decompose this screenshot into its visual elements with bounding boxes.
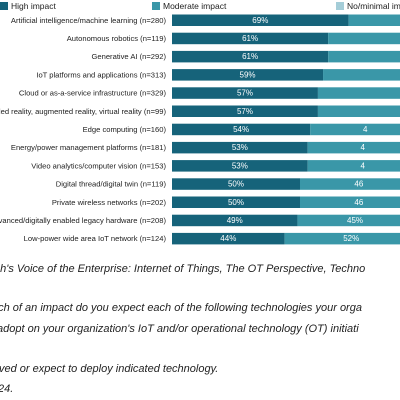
data-label-moderate-impact-energy-power-management-platforms-n-181: 4 [360, 143, 365, 152]
data-label-high-impact-iot-platforms-and-applications-n-313: 59% [240, 70, 256, 79]
legend-label-high-impact: High impact [11, 1, 56, 11]
category-label-extended-reality-augmented-reality-virtual-reality-n-99: Extended reality, augmented reality, vir… [0, 107, 166, 116]
category-label-private-wireless-networks-n-202: Private wireless networks (n=202) [52, 198, 167, 207]
data-label-high-impact-autonomous-robotics-n-119: 61% [242, 34, 258, 43]
category-label-artificial-intelligence-machine-learning-n-280: Artificial intelligence/machine learning… [11, 16, 167, 25]
category-label-energy-power-management-platforms-n-181: Energy/power management platforms (n=181… [11, 143, 167, 152]
data-label-high-impact-advanced-digitally-enabled-legacy-hardware-n-208: 49% [227, 216, 243, 225]
data-label-high-impact-digital-thread-digital-twin-n-119: 50% [228, 180, 244, 189]
legend-swatch-moderate-impact [152, 2, 160, 10]
data-label-high-impact-artificial-intelligence-machine-learning-n-280: 69% [252, 16, 268, 25]
data-label-moderate-impact-video-analytics-computer-vision-n-153: 4 [360, 161, 365, 170]
footnote-question-line-1: uch of an impact do you expect each of t… [0, 303, 362, 314]
data-label-high-impact-cloud-or-as-a-service-infrastructure-n-329: 57% [237, 89, 253, 98]
data-label-high-impact-video-analytics-computer-vision-n-153: 53% [232, 161, 248, 170]
stacked-bar-chart: Artificial intelligence/machine learning… [0, 14, 400, 245]
bar-moderate-impact-generative-ai-n-292 [328, 50, 400, 63]
chart-legend: High impact Moderate impact No/minimal i… [0, 1, 400, 13]
bar-high-impact-advanced-digitally-enabled-legacy-hardware-n-208 [172, 214, 298, 227]
legend-label-no-minimal-impact: No/minimal impact [347, 1, 400, 11]
bar-high-impact-cloud-or-as-a-service-infrastructure-n-329 [172, 87, 318, 99]
bar-high-impact-extended-reality-augmented-reality-virtual-reality-n-99 [172, 105, 318, 117]
data-label-high-impact-low-power-wide-area-iot-network-n-124: 44% [220, 234, 236, 243]
bar-high-impact-low-power-wide-area-iot-network-n-124 [172, 232, 285, 245]
bar-moderate-impact-video-analytics-computer-vision-n-153 [307, 160, 400, 172]
bar-high-impact-digital-thread-digital-twin-n-119 [172, 178, 300, 190]
bar-high-impact-artificial-intelligence-machine-learning-n-280 [172, 14, 349, 26]
data-label-high-impact-extended-reality-augmented-reality-virtual-reality-n-99: 57% [237, 107, 253, 116]
bar-moderate-impact-energy-power-management-platforms-n-181 [307, 141, 400, 154]
legend-swatch-no-minimal-impact [336, 2, 344, 10]
chart-footnotes: rch's Voice of the Enterprise: Internet … [0, 262, 400, 400]
category-label-iot-platforms-and-applications-n-313: IoT platforms and applications (n=313) [36, 70, 166, 79]
bar-moderate-impact-iot-platforms-and-applications-n-313 [323, 69, 400, 81]
category-label-generative-ai-n-292: Generative AI (n=292) [91, 52, 166, 61]
data-label-high-impact-generative-ai-n-292: 61% [242, 52, 258, 61]
bar-high-impact-video-analytics-computer-vision-n-153 [172, 160, 308, 172]
footnote-question-line-2: adopt on your organization's IoT and/or … [0, 324, 359, 335]
bar-moderate-impact-artificial-intelligence-machine-learning-n-280 [348, 14, 400, 26]
category-label-autonomous-robotics-n-119: Autonomous robotics (n=119) [67, 34, 167, 43]
bar-moderate-impact-cloud-or-as-a-service-infrastructure-n-329 [317, 87, 400, 99]
bar-high-impact-autonomous-robotics-n-119 [172, 32, 329, 45]
bar-moderate-impact-autonomous-robotics-n-119 [328, 32, 400, 45]
category-label-cloud-or-as-a-service-infrastructure-n-329: Cloud or as-a-service infrastructure (n=… [19, 89, 167, 98]
category-label-digital-thread-digital-twin-n-119: Digital thread/digital twin (n=119) [56, 180, 167, 189]
data-label-moderate-impact-low-power-wide-area-iot-network-n-124: 52% [343, 234, 359, 243]
data-label-moderate-impact-edge-computing-n-160: 4 [363, 125, 368, 134]
data-label-high-impact-energy-power-management-platforms-n-181: 53% [232, 143, 248, 152]
footnote-date: 24. [0, 384, 14, 395]
bar-moderate-impact-low-power-wide-area-iot-network-n-124 [284, 232, 400, 245]
legend-item-moderate-impact: Moderate impact [152, 1, 226, 11]
legend-label-moderate-impact: Moderate impact [163, 1, 227, 11]
bar-high-impact-edge-computing-n-160 [172, 123, 311, 136]
data-label-high-impact-edge-computing-n-160: 54% [233, 125, 249, 134]
footnote-source: rch's Voice of the Enterprise: Internet … [0, 264, 366, 275]
footnote-base: ved or expect to deploy indicated techno… [0, 364, 219, 375]
bar-moderate-impact-private-wireless-networks-n-202 [300, 196, 400, 208]
bar-moderate-impact-edge-computing-n-160 [310, 123, 400, 136]
data-label-moderate-impact-private-wireless-networks-n-202: 46 [354, 198, 363, 207]
category-label-edge-computing-n-160: Edge computing (n=160) [83, 125, 167, 134]
data-label-high-impact-private-wireless-networks-n-202: 50% [228, 198, 244, 207]
legend-item-no-minimal-impact: No/minimal impact [336, 1, 400, 11]
bar-high-impact-energy-power-management-platforms-n-181 [172, 141, 308, 154]
bar-moderate-impact-advanced-digitally-enabled-legacy-hardware-n-208 [297, 214, 400, 227]
data-label-moderate-impact-advanced-digitally-enabled-legacy-hardware-n-208: 45% [347, 216, 363, 225]
category-label-advanced-digitally-enabled-legacy-hardware-n-208: Advanced/digitally enabled legacy hardwa… [0, 216, 166, 225]
category-label-video-analytics-computer-vision-n-153: Video analytics/computer vision (n=153) [31, 161, 166, 170]
bar-high-impact-generative-ai-n-292 [172, 50, 329, 63]
bar-moderate-impact-digital-thread-digital-twin-n-119 [300, 178, 400, 190]
bar-high-impact-iot-platforms-and-applications-n-313 [172, 69, 324, 81]
bar-moderate-impact-extended-reality-augmented-reality-virtual-reality-n-99 [317, 105, 400, 117]
category-label-low-power-wide-area-iot-network-n-124: Low-power wide area IoT network (n=124) [24, 234, 167, 243]
legend-item-high-impact: High impact [0, 1, 56, 11]
bar-high-impact-private-wireless-networks-n-202 [172, 196, 300, 208]
data-label-moderate-impact-digital-thread-digital-twin-n-119: 46 [354, 180, 363, 189]
legend-swatch-high-impact [0, 2, 8, 10]
